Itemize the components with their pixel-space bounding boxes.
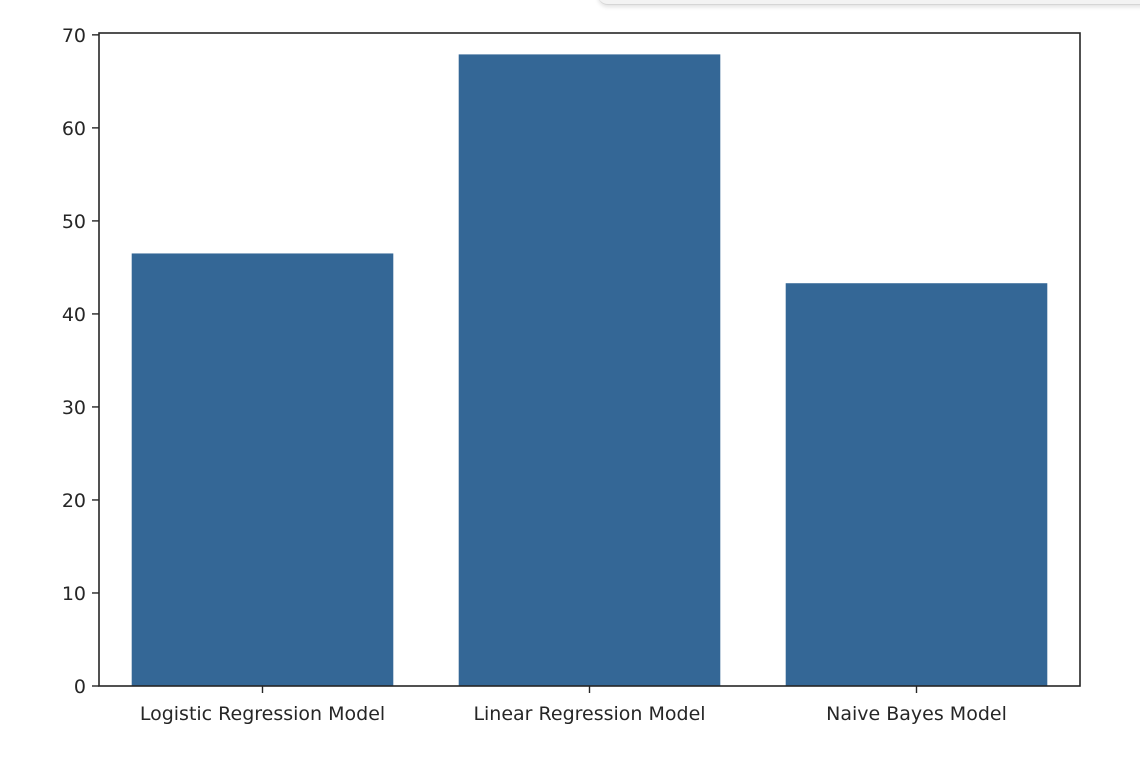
x-tick-label: Linear Regression Model <box>473 703 705 725</box>
bar-logistic-regression-model <box>131 253 394 686</box>
y-tick-label: 20 <box>62 490 86 512</box>
y-tick-label: 50 <box>62 211 86 233</box>
overlay-panel-edge <box>598 0 1140 5</box>
y-tick-label: 60 <box>62 118 86 140</box>
plot-frame <box>98 32 1081 687</box>
y-tick-label: 70 <box>62 25 86 47</box>
x-axis: Logistic Regression Model Linear Regressi… <box>140 686 1007 725</box>
y-tick-label: 10 <box>62 583 86 605</box>
x-tick-label: Naive Bayes Model <box>826 703 1007 725</box>
y-tick-label: 30 <box>62 397 86 419</box>
y-tick-label: 0 <box>74 676 86 698</box>
bars-group <box>131 54 1048 686</box>
bar-naive-bayes-model <box>785 283 1048 686</box>
y-tick-label: 40 <box>62 304 86 326</box>
y-axis: 0 10 20 30 40 50 60 70 <box>62 25 99 698</box>
x-tick-label: Logistic Regression Model <box>140 703 385 725</box>
bar-linear-regression-model <box>458 54 721 686</box>
